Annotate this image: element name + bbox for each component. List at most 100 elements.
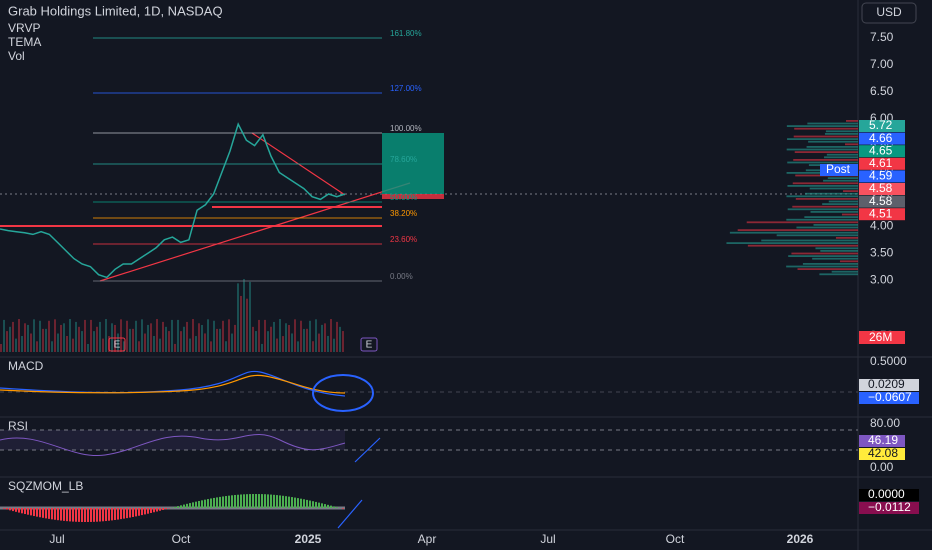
currency[interactable]: USD — [876, 5, 902, 19]
indicator: TEMA — [8, 35, 41, 49]
price-label-bg — [859, 120, 905, 132]
volume-bar — [132, 328, 134, 352]
price-tick: 4.00 — [870, 218, 894, 232]
momentum-bar — [81, 508, 83, 522]
volume-label-bg — [859, 331, 905, 344]
volume-bar — [252, 326, 254, 352]
post-badge — [820, 164, 858, 176]
volume-bar — [75, 321, 77, 352]
price-tick: 6.50 — [870, 84, 894, 98]
momentum-bar — [156, 508, 158, 512]
momentum-bar — [75, 508, 77, 522]
volume-profile-bar — [791, 252, 858, 255]
pane-title: RSI — [8, 419, 28, 433]
volume-bar — [192, 319, 194, 352]
volume-profile-bar — [792, 205, 858, 208]
volume-profile-bar — [787, 185, 858, 187]
volume-profile-bar — [787, 161, 858, 164]
volume-bar — [231, 333, 233, 352]
momentum-bar — [333, 506, 335, 508]
volume-profile-bar — [844, 143, 858, 146]
momentum-bar — [303, 499, 305, 508]
volume-bar — [57, 333, 59, 352]
earnings-label: E — [366, 340, 373, 351]
momentum-bar — [273, 494, 275, 508]
sqz-label-bg — [859, 489, 919, 501]
currency-button[interactable] — [861, 2, 917, 24]
fib-label: 100.00% — [390, 124, 422, 133]
momentum-bar — [210, 498, 212, 508]
volume-bar — [333, 338, 335, 352]
volume-bar — [309, 320, 311, 352]
volume-bar — [213, 320, 215, 352]
volume-profile-bar — [726, 242, 858, 244]
volume-bar — [186, 321, 188, 352]
momentum-bar — [315, 501, 317, 508]
momentum-bar — [216, 497, 218, 508]
volume-bar — [12, 321, 14, 352]
volume-profile-bar — [825, 130, 858, 133]
volume-bar — [210, 341, 212, 352]
momentum-bar — [324, 504, 326, 508]
volume-bar — [129, 328, 131, 352]
macd-tick: 0.5000 — [870, 354, 907, 368]
volume-bar — [0, 344, 2, 352]
volume-bar — [267, 331, 269, 352]
momentum-bar — [189, 503, 191, 508]
momentum-bar — [240, 494, 242, 508]
volume-bar — [84, 319, 86, 352]
momentum-bar — [330, 505, 332, 508]
momentum-bar — [90, 508, 92, 522]
volume-profile-bar — [792, 182, 858, 185]
symbol-title: Grab Holdings Limited, 1D, NASDAQ — [8, 3, 223, 18]
momentum-bar — [66, 508, 68, 522]
volume-bar — [261, 343, 263, 352]
price-tick: 3.00 — [870, 272, 894, 286]
volume-bar — [225, 341, 227, 352]
momentum-bar — [123, 508, 125, 519]
time-tick: Apr — [418, 532, 437, 546]
volume-bar — [258, 319, 260, 352]
momentum-bar — [15, 508, 17, 512]
volume-bar — [66, 336, 68, 352]
volume-profile-bar — [802, 263, 858, 265]
volume-profile-bar — [828, 200, 858, 203]
price-label-bg — [859, 145, 905, 158]
volume-bar — [330, 319, 332, 352]
momentum-bar — [213, 497, 215, 508]
volume-bar — [306, 328, 308, 352]
volume-profile-bar — [824, 133, 858, 135]
volume-bar — [324, 323, 326, 352]
volume-bar — [33, 319, 35, 352]
price-label-bg — [859, 208, 905, 221]
volume-bar — [162, 321, 164, 352]
momentum-bar — [102, 508, 104, 522]
volume-profile-bar — [841, 213, 858, 216]
volume-bar — [39, 320, 41, 352]
volume-bar — [189, 338, 191, 352]
price-line — [0, 122, 346, 279]
price-label: 4.65 — [869, 143, 893, 157]
rsi-tick: 0.00 — [870, 460, 894, 474]
volume-profile-bar — [807, 122, 858, 125]
fib-label: 127.00% — [390, 84, 422, 93]
momentum-bar — [204, 499, 206, 508]
volume-bar — [168, 331, 170, 352]
volume-profile-bar — [786, 125, 858, 127]
macd-label: 0.0209 — [868, 377, 905, 391]
rsi-tick: 80.00 — [870, 416, 900, 430]
volume-profile-bar — [804, 216, 858, 218]
volume-bar — [339, 326, 341, 352]
price-label-bg — [859, 157, 905, 170]
momentum-bar — [249, 494, 251, 508]
momentum-bar — [309, 500, 311, 508]
volume-profile-bar — [809, 187, 858, 190]
momentum-bar — [174, 506, 176, 508]
volume-bar — [30, 333, 32, 352]
volume-bar — [87, 343, 89, 352]
volume-bar — [105, 319, 107, 352]
volume-bar — [291, 333, 293, 352]
price-label-bg — [859, 132, 905, 145]
volume-bar — [24, 323, 26, 352]
momentum-bar — [186, 503, 188, 508]
